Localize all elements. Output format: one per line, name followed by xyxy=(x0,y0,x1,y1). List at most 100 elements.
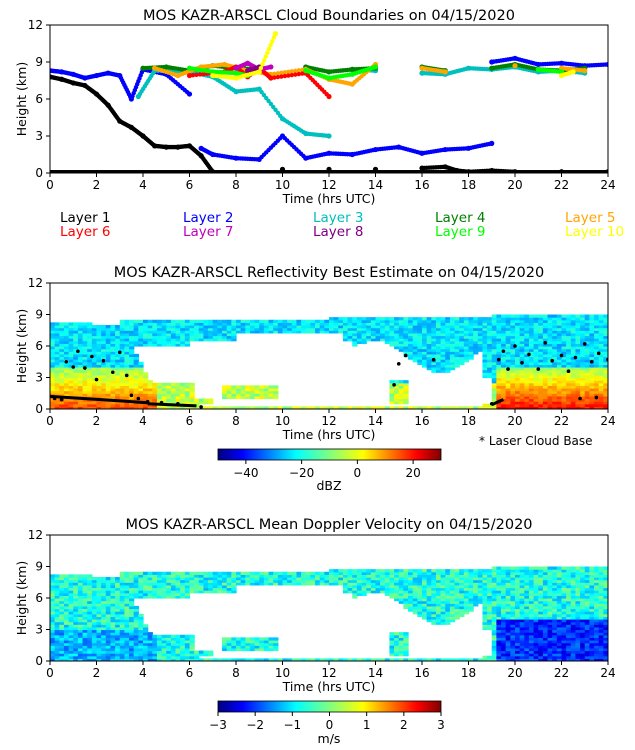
reflectivity-cell xyxy=(431,353,437,358)
reflectivity-cell xyxy=(87,372,93,376)
reflectivity-cell xyxy=(175,322,181,326)
reflectivity-cell xyxy=(589,346,595,350)
velocity-cell xyxy=(77,642,84,646)
reflectivity-cell xyxy=(384,325,391,329)
reflectivity-cell xyxy=(124,377,130,381)
velocity-cell xyxy=(129,637,135,641)
velocity-cell xyxy=(91,600,98,604)
reflectivity-cell xyxy=(426,359,432,363)
velocity-cell xyxy=(73,584,79,589)
reflectivity-cell xyxy=(580,403,586,407)
reflectivity-cell xyxy=(231,322,237,326)
reflectivity-cell xyxy=(491,377,497,381)
reflectivity-cell xyxy=(575,348,581,352)
reflectivity-cell xyxy=(119,401,125,405)
reflectivity-cell xyxy=(584,319,590,323)
velocity-cell xyxy=(133,626,139,631)
reflectivity-cell xyxy=(435,325,442,329)
reflectivity-cell xyxy=(124,367,130,371)
velocity-cell xyxy=(73,590,79,594)
velocity-cell xyxy=(133,629,139,633)
reflectivity-cell xyxy=(73,327,79,331)
legend-entry: Layer 6 xyxy=(60,224,111,240)
reflectivity-cell xyxy=(236,393,242,397)
reflectivity-cell xyxy=(180,406,186,409)
reflectivity-cell xyxy=(515,322,521,326)
velocity-cell xyxy=(170,579,177,583)
reflectivity-cell xyxy=(589,335,595,339)
reflectivity-cell xyxy=(54,398,60,402)
reflectivity-cell xyxy=(68,374,74,379)
reflectivity-cell xyxy=(87,346,93,350)
reflectivity-cell xyxy=(459,353,465,358)
reflectivity-cell xyxy=(566,314,572,318)
velocity-cell xyxy=(50,600,56,604)
velocity-cell xyxy=(161,645,167,649)
velocity-cell xyxy=(170,592,177,596)
reflectivity-cell xyxy=(259,322,265,326)
reflectivity-cell xyxy=(147,340,153,344)
velocity-cell xyxy=(222,582,228,586)
reflectivity-cell xyxy=(231,406,237,409)
velocity-cell xyxy=(68,582,74,586)
reflectivity-cell xyxy=(547,356,553,360)
reflectivity-cell xyxy=(133,319,139,323)
reflectivity-cell xyxy=(519,388,525,392)
reflectivity-cell xyxy=(487,327,493,331)
reflectivity-cell xyxy=(603,346,608,350)
reflectivity-cell xyxy=(394,346,400,350)
reflectivity-cell xyxy=(468,335,474,339)
reflectivity-cell xyxy=(519,335,525,339)
reflectivity-cell xyxy=(184,390,191,394)
reflectivity-cell xyxy=(542,401,549,405)
velocity-cell xyxy=(91,595,98,599)
velocity-cell xyxy=(87,629,93,633)
velocity-cell xyxy=(82,640,88,644)
velocity-cell xyxy=(101,637,107,641)
reflectivity-cell xyxy=(505,372,511,376)
reflectivity-cell xyxy=(468,351,474,355)
reflectivity-cell xyxy=(566,359,572,363)
reflectivity-cell xyxy=(82,377,88,381)
reflectivity-cell xyxy=(524,403,530,407)
velocity-cell xyxy=(63,655,70,659)
reflectivity-cell xyxy=(291,330,298,334)
data-point xyxy=(268,101,274,107)
reflectivity-cell xyxy=(575,374,581,379)
reflectivity-cell xyxy=(222,390,228,394)
reflectivity-cell xyxy=(566,343,572,347)
reflectivity-cell xyxy=(570,327,577,331)
reflectivity-cell xyxy=(180,398,186,402)
reflectivity-cell xyxy=(189,325,195,329)
data-point xyxy=(271,35,277,40)
reflectivity-cell xyxy=(505,338,511,342)
reflectivity-cell xyxy=(566,340,572,344)
reflectivity-cell xyxy=(129,322,135,326)
reflectivity-cell xyxy=(403,390,409,394)
reflectivity-cell xyxy=(477,317,484,321)
velocity-cell xyxy=(54,603,60,607)
velocity-cell xyxy=(124,598,130,602)
reflectivity-cell xyxy=(394,338,400,342)
reflectivity-cell xyxy=(184,393,191,397)
reflectivity-cell xyxy=(375,317,381,321)
reflectivity-cell xyxy=(561,403,567,407)
velocity-cell xyxy=(101,650,107,654)
velocity-cell xyxy=(133,642,139,646)
velocity-cell xyxy=(194,577,200,581)
velocity-cell xyxy=(115,634,121,638)
reflectivity-cell xyxy=(147,338,153,342)
velocity-cell xyxy=(170,577,177,581)
reflectivity-cell xyxy=(580,382,586,386)
laser-cloud-base-point xyxy=(589,359,594,364)
reflectivity-cell xyxy=(384,317,391,321)
velocity-cell xyxy=(236,574,242,578)
reflectivity-cell xyxy=(398,327,404,331)
reflectivity-cell xyxy=(73,367,79,371)
reflectivity-cell xyxy=(96,369,102,373)
reflectivity-cell xyxy=(347,322,353,326)
velocity-cell xyxy=(166,579,172,583)
reflectivity-cell xyxy=(566,361,572,365)
velocity-cell xyxy=(105,595,112,599)
reflectivity-cell xyxy=(431,338,437,342)
